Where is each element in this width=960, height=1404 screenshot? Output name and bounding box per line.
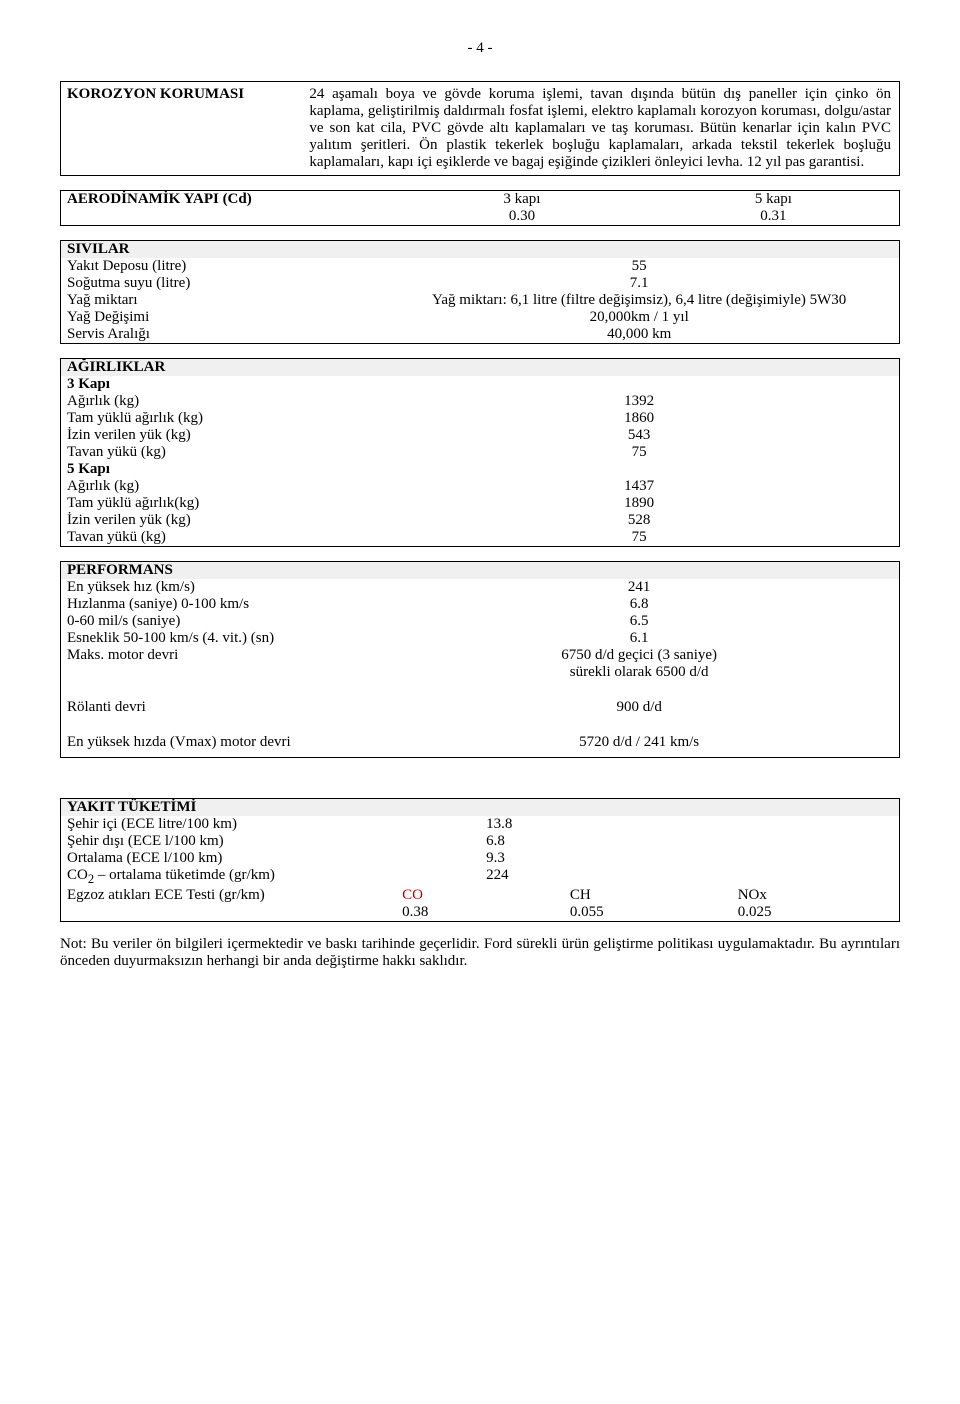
sivilar-row-val: Yağ miktarı: 6,1 litre (filtre değişimsi… [379, 292, 899, 309]
performans-row-val: 6.5 [379, 613, 899, 630]
yakit-row-val: 6.8 [396, 833, 899, 850]
agirliklar-box: AĞIRLIKLAR 3 Kapı Ağırlık (kg) 1392 Tam … [60, 358, 900, 547]
agirliklar-row-label: Ağırlık (kg) [61, 393, 380, 410]
sivilar-box: SIVILAR Yakıt Deposu (litre) 55 Soğutma … [60, 240, 900, 344]
agirliklar-row-val: 75 [379, 529, 899, 547]
korozyon-box: KOROZYON KORUMASI 24 aşamalı boya ve göv… [60, 81, 900, 176]
yakit-ch-val: 0.055 [564, 904, 732, 922]
performans-rolanti-val: 900 d/d [379, 699, 899, 716]
agirliklar-row-val: 528 [379, 512, 899, 529]
agirliklar-row-label: Tavan yükü (kg) [61, 444, 380, 461]
performans-vmax-label: En yüksek hızda (Vmax) motor devri [61, 734, 380, 751]
sivilar-row-val: 55 [379, 258, 899, 275]
aero-3kapi-val: 0.30 [396, 208, 648, 226]
sivilar-title: SIVILAR [61, 241, 900, 259]
korozyon-text: 24 aşamalı boya ve gövde koruma işlemi, … [309, 86, 891, 170]
yakit-nox-label: NOx [732, 887, 900, 904]
aero-5kapi-val: 0.31 [648, 208, 900, 226]
agirliklar-row-val: 1860 [379, 410, 899, 427]
performans-box: PERFORMANS En yüksek hız (km/s) 241 Hızl… [60, 561, 900, 758]
yakit-egzoz-label: Egzoz atıkları ECE Testi (gr/km) [61, 887, 397, 904]
performans-maxrpm-val2: sürekli olarak 6500 d/d [379, 664, 899, 681]
sivilar-row-label: Servis Aralığı [61, 326, 380, 344]
sivilar-row-val: 7.1 [379, 275, 899, 292]
agirliklar-row-label: Tavan yükü (kg) [61, 529, 380, 547]
performans-rolanti-label: Rölanti devri [61, 699, 380, 716]
sivilar-row-label: Soğutma suyu (litre) [61, 275, 380, 292]
agirliklar-5kapi-label: 5 Kapı [67, 461, 110, 477]
yakit-row-val: 13.8 [396, 816, 899, 833]
performans-row-label: 0-60 mil/s (saniye) [61, 613, 380, 630]
performans-row-val: 6.8 [379, 596, 899, 613]
agirliklar-row-val: 1392 [379, 393, 899, 410]
performans-row-label: Esneklik 50-100 km/s (4. vit.) (sn) [61, 630, 380, 647]
page-number: - 4 - [60, 40, 900, 57]
aero-box: AERODİNAMİK YAPI (Cd) 3 kapı 5 kapı 0.30… [60, 190, 900, 226]
yakit-row-label: Ortalama (ECE l/100 km) [61, 850, 397, 867]
performans-row-val: 6.1 [379, 630, 899, 647]
yakit-co-val: 0.38 [396, 904, 564, 922]
footer-note: Not: Bu veriler ön bilgileri içermektedi… [60, 936, 900, 970]
agirliklar-3kapi-label: 3 Kapı [67, 376, 110, 392]
yakit-co2-label: CO2 – ortalama tüketimde (gr/km) [61, 867, 397, 887]
performans-row-label: En yüksek hız (km/s) [61, 579, 380, 596]
performans-maxrpm-label: Maks. motor devri [61, 647, 380, 664]
yakit-ch-label: CH [564, 887, 732, 904]
sivilar-row-label: Yakıt Deposu (litre) [61, 258, 380, 275]
sivilar-row-val: 40,000 km [379, 326, 899, 344]
agirliklar-row-label: Tam yüklü ağırlık(kg) [61, 495, 380, 512]
performans-row-label: Hızlanma (saniye) 0-100 km/s [61, 596, 380, 613]
yakit-nox-val: 0.025 [732, 904, 900, 922]
performans-maxrpm-val1: 6750 d/d geçici (3 saniye) [379, 647, 899, 664]
yakit-box: YAKIT TÜKETİMİ Şehir içi (ECE litre/100 … [60, 798, 900, 922]
aero-5kapi-label: 5 kapı [648, 191, 900, 209]
agirliklar-title: AĞIRLIKLAR [61, 359, 900, 377]
agirliklar-row-label: Ağırlık (kg) [61, 478, 380, 495]
sivilar-row-val: 20,000km / 1 yıl [379, 309, 899, 326]
yakit-row-label: Şehir içi (ECE litre/100 km) [61, 816, 397, 833]
korozyon-title: KOROZYON KORUMASI [67, 86, 244, 102]
agirliklar-row-val: 1890 [379, 495, 899, 512]
yakit-co-label: CO [396, 887, 564, 904]
agirliklar-row-val: 543 [379, 427, 899, 444]
sivilar-row-label: Yağ miktarı [61, 292, 380, 309]
performans-row-val: 241 [379, 579, 899, 596]
yakit-co2-val: 224 [396, 867, 899, 887]
agirliklar-row-label: Tam yüklü ağırlık (kg) [61, 410, 380, 427]
agirliklar-row-val: 1437 [379, 478, 899, 495]
agirliklar-row-label: İzin verilen yük (kg) [61, 427, 380, 444]
agirliklar-row-val: 75 [379, 444, 899, 461]
yakit-title: YAKIT TÜKETİMİ [61, 799, 900, 817]
aero-title: AERODİNAMİK YAPI (Cd) [67, 191, 252, 207]
performans-vmax-val: 5720 d/d / 241 km/s [379, 734, 899, 751]
performans-title: PERFORMANS [61, 562, 900, 580]
sivilar-row-label: Yağ Değişimi [61, 309, 380, 326]
agirliklar-row-label: İzin verilen yük (kg) [61, 512, 380, 529]
aero-3kapi-label: 3 kapı [396, 191, 648, 209]
yakit-row-val: 9.3 [396, 850, 899, 867]
yakit-row-label: Şehir dışı (ECE l/100 km) [61, 833, 397, 850]
